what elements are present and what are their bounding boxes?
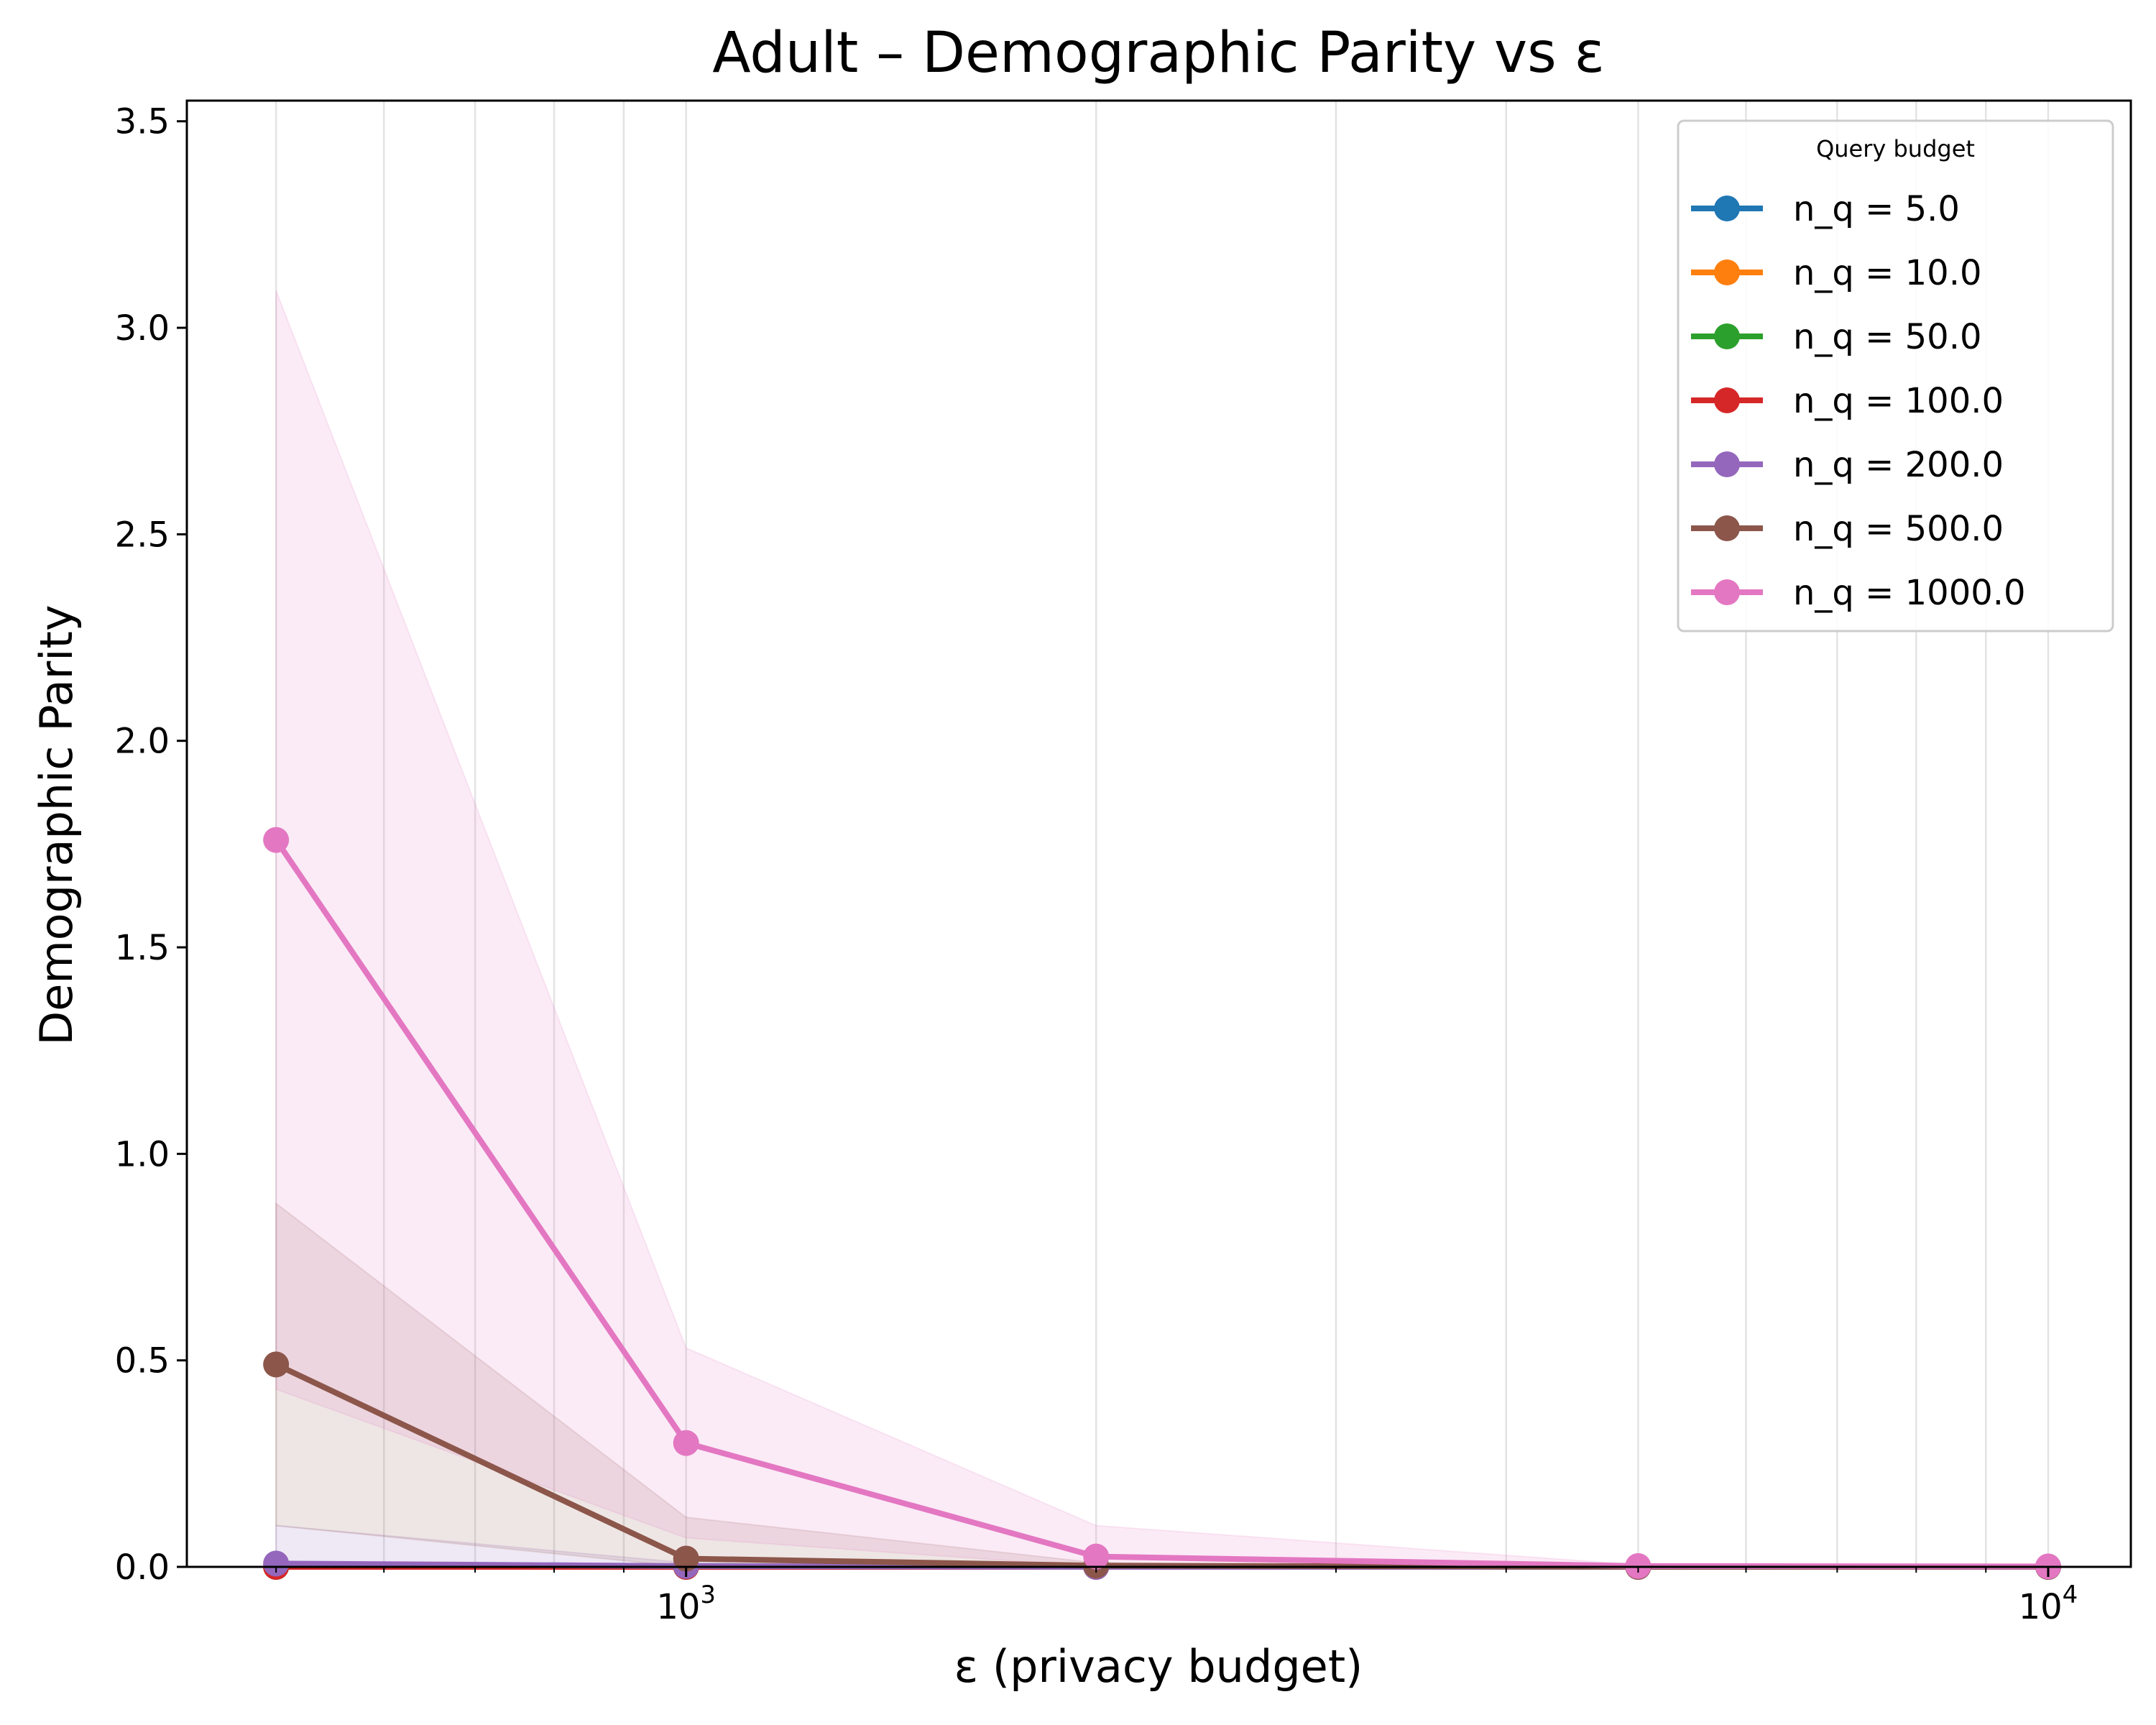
legend-box xyxy=(1677,119,2114,632)
x-axis-label: ε (privacy budget) xyxy=(954,1640,1363,1693)
legend-swatch-marker xyxy=(1714,323,1740,349)
legend-label: n_q = 200.0 xyxy=(1793,445,2004,485)
legend: Query budget n_q = 5.0 n_q = 10.0 n_q = 50.… xyxy=(1677,119,2114,632)
legend-swatch-marker xyxy=(1714,515,1740,541)
plot-frame xyxy=(185,99,2132,1568)
legend-label: n_q = 500.0 xyxy=(1793,509,2004,549)
y-tick-label: 2.5 xyxy=(115,515,170,555)
legend-label: n_q = 100.0 xyxy=(1793,381,2004,421)
y-tick-label: 2.0 xyxy=(115,722,170,762)
x-tick-label: 103 xyxy=(656,1581,716,1627)
legend-label: n_q = 1000.0 xyxy=(1793,573,2026,613)
legend-swatch-marker xyxy=(1714,387,1740,413)
legend-swatch-marker xyxy=(1714,579,1740,605)
legend-title: Query budget xyxy=(1816,135,1975,162)
chart-title: Adult – Demographic Parity vs ε xyxy=(712,21,1605,86)
legend-label: n_q = 50.0 xyxy=(1793,317,1982,357)
y-tick-label: 0.0 xyxy=(115,1547,170,1588)
legend-swatch-marker xyxy=(1714,451,1740,477)
data-point xyxy=(673,1430,699,1456)
x-tick-label: 104 xyxy=(2019,1581,2078,1627)
legend-swatch-marker xyxy=(1714,259,1740,285)
data-point xyxy=(263,1351,290,1378)
data-point xyxy=(263,827,290,853)
legend-label: n_q = 10.0 xyxy=(1793,253,1982,293)
data-point xyxy=(263,1550,290,1577)
data-point xyxy=(1083,1543,1110,1570)
y-axis-label: Demographic Parity xyxy=(30,604,83,1045)
y-tick-label: 3.0 xyxy=(115,308,170,349)
y-tick-label: 1.0 xyxy=(115,1134,170,1174)
legend-swatch-marker xyxy=(1714,196,1740,221)
y-tick-label: 0.5 xyxy=(115,1341,170,1381)
data-point xyxy=(673,1545,699,1572)
y-tick-label: 1.5 xyxy=(115,928,170,968)
legend-label: n_q = 5.0 xyxy=(1793,189,1960,229)
y-tick-label: 3.5 xyxy=(115,102,170,142)
